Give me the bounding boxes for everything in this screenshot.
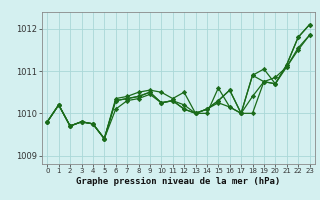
X-axis label: Graphe pression niveau de la mer (hPa): Graphe pression niveau de la mer (hPa): [76, 177, 281, 186]
